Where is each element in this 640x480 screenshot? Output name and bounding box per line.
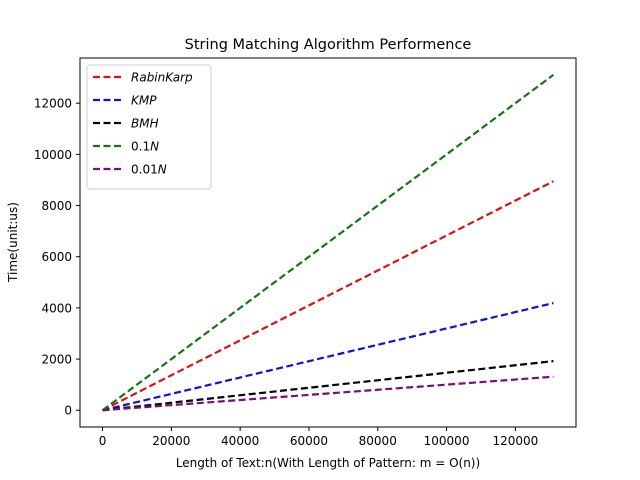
plot-frame (79, 57, 577, 428)
y-axis-title: Time(unit:us) (6, 202, 20, 283)
y-tick-label: 6000 (41, 250, 72, 264)
chart-title: String Matching Algorithm Performence (185, 37, 472, 53)
legend-label-prefix: 0.01 (131, 163, 158, 177)
x-tick-label: 40000 (221, 434, 259, 448)
x-tick-label: 120000 (492, 434, 538, 448)
y-tick-label: 12000 (34, 97, 72, 111)
series-line-2 (102, 360, 554, 412)
series-line-4 (102, 375, 554, 412)
legend-box (86, 64, 212, 190)
y-tick-label: 10000 (34, 148, 72, 162)
x-tick-label: 0 (99, 434, 107, 448)
y-tick-label: 0 (64, 404, 72, 418)
y-tick-label: 8000 (41, 199, 72, 213)
legend-label: RabinKarp (131, 71, 193, 85)
legend-label: KMP (131, 94, 157, 108)
series-layer (101, 73, 555, 412)
x-tick-label: 80000 (359, 434, 397, 448)
y-tick-label: 4000 (41, 301, 72, 315)
legend-label-name: N (150, 140, 159, 154)
legend-label: 0.1N (131, 140, 159, 154)
series-line-0 (102, 180, 554, 412)
legend-label-name: KMP (131, 94, 157, 108)
legend-label: BMH (131, 117, 159, 131)
legend-label-name: N (158, 163, 167, 177)
y-axis: 0 2000 4000 6000 8000 10000 12000 (34, 97, 80, 418)
y-tick-label: 2000 (41, 353, 72, 367)
series-line-3 (101, 73, 555, 412)
x-axis: 0 20000 40000 60000 80000 100000 120000 (99, 427, 538, 448)
x-tick-label: 20000 (152, 434, 190, 448)
legend-label-name: RabinKarp (131, 71, 193, 85)
x-tick-label: 60000 (290, 434, 328, 448)
x-axis-title: Length of Text:n(With Length of Pattern:… (176, 456, 480, 470)
legend-label: 0.01N (131, 163, 167, 177)
x-tick-label: 100000 (424, 434, 470, 448)
series-line-1 (102, 301, 554, 412)
legend-label-name: BMH (131, 117, 159, 131)
legend-label-prefix: 0.1 (131, 140, 150, 154)
